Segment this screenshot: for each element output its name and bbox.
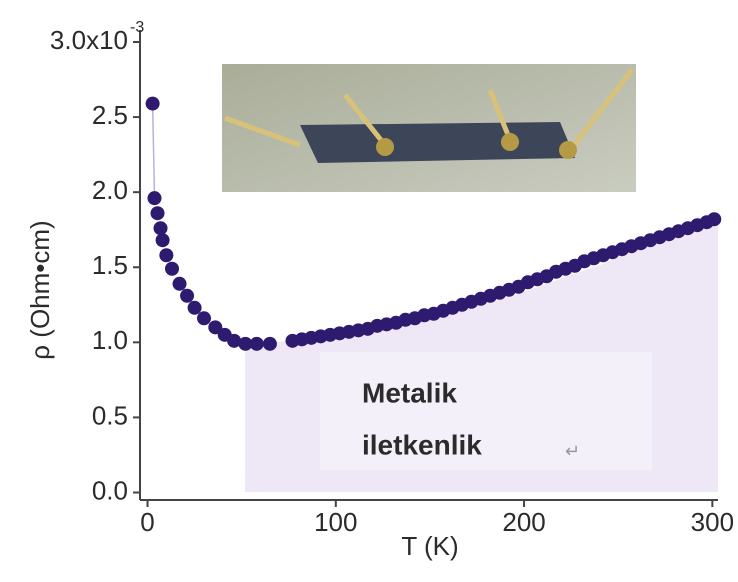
x-tick-label: 0 — [140, 507, 154, 537]
annotation-mark: ↵ — [565, 441, 580, 461]
data-point — [173, 277, 187, 291]
x-tick-label: 200 — [502, 507, 545, 537]
data-point — [159, 248, 173, 262]
data-point — [197, 311, 211, 325]
connector — [153, 104, 155, 199]
annotation-text: iletkenlik — [362, 429, 482, 460]
y-exponent: -3 — [130, 19, 144, 36]
y-tick-label: 2.5 — [92, 100, 128, 130]
data-point — [151, 206, 165, 220]
y-tick-label: 3.0x10 — [50, 25, 128, 55]
y-tick-label: 1.0 — [92, 325, 128, 355]
x-tick-label: 300 — [691, 507, 734, 537]
y-tick-label: 1.5 — [92, 250, 128, 280]
x-axis-label: T (K) — [401, 531, 458, 561]
data-point — [250, 337, 264, 351]
data-point — [188, 301, 202, 315]
data-point — [147, 191, 161, 205]
y-tick-label: 0.0 — [92, 475, 128, 505]
data-point — [263, 337, 277, 351]
data-point — [180, 289, 194, 303]
data-point — [156, 233, 170, 247]
data-point — [707, 212, 721, 226]
inset-photo — [222, 64, 636, 192]
x-tick-label: 100 — [314, 507, 357, 537]
data-point — [165, 262, 179, 276]
data-point — [146, 97, 160, 111]
y-axis-label: ρ (Ohm•cm) — [25, 220, 55, 359]
data-point — [154, 221, 168, 235]
annotation-text: Metalik — [362, 377, 457, 408]
y-tick-label: 0.5 — [92, 400, 128, 430]
chart: Metalik iletkenlik ↵ T (K) ρ (Ohm•cm) 0.… — [0, 0, 738, 582]
y-tick-label: 2.0 — [92, 175, 128, 205]
